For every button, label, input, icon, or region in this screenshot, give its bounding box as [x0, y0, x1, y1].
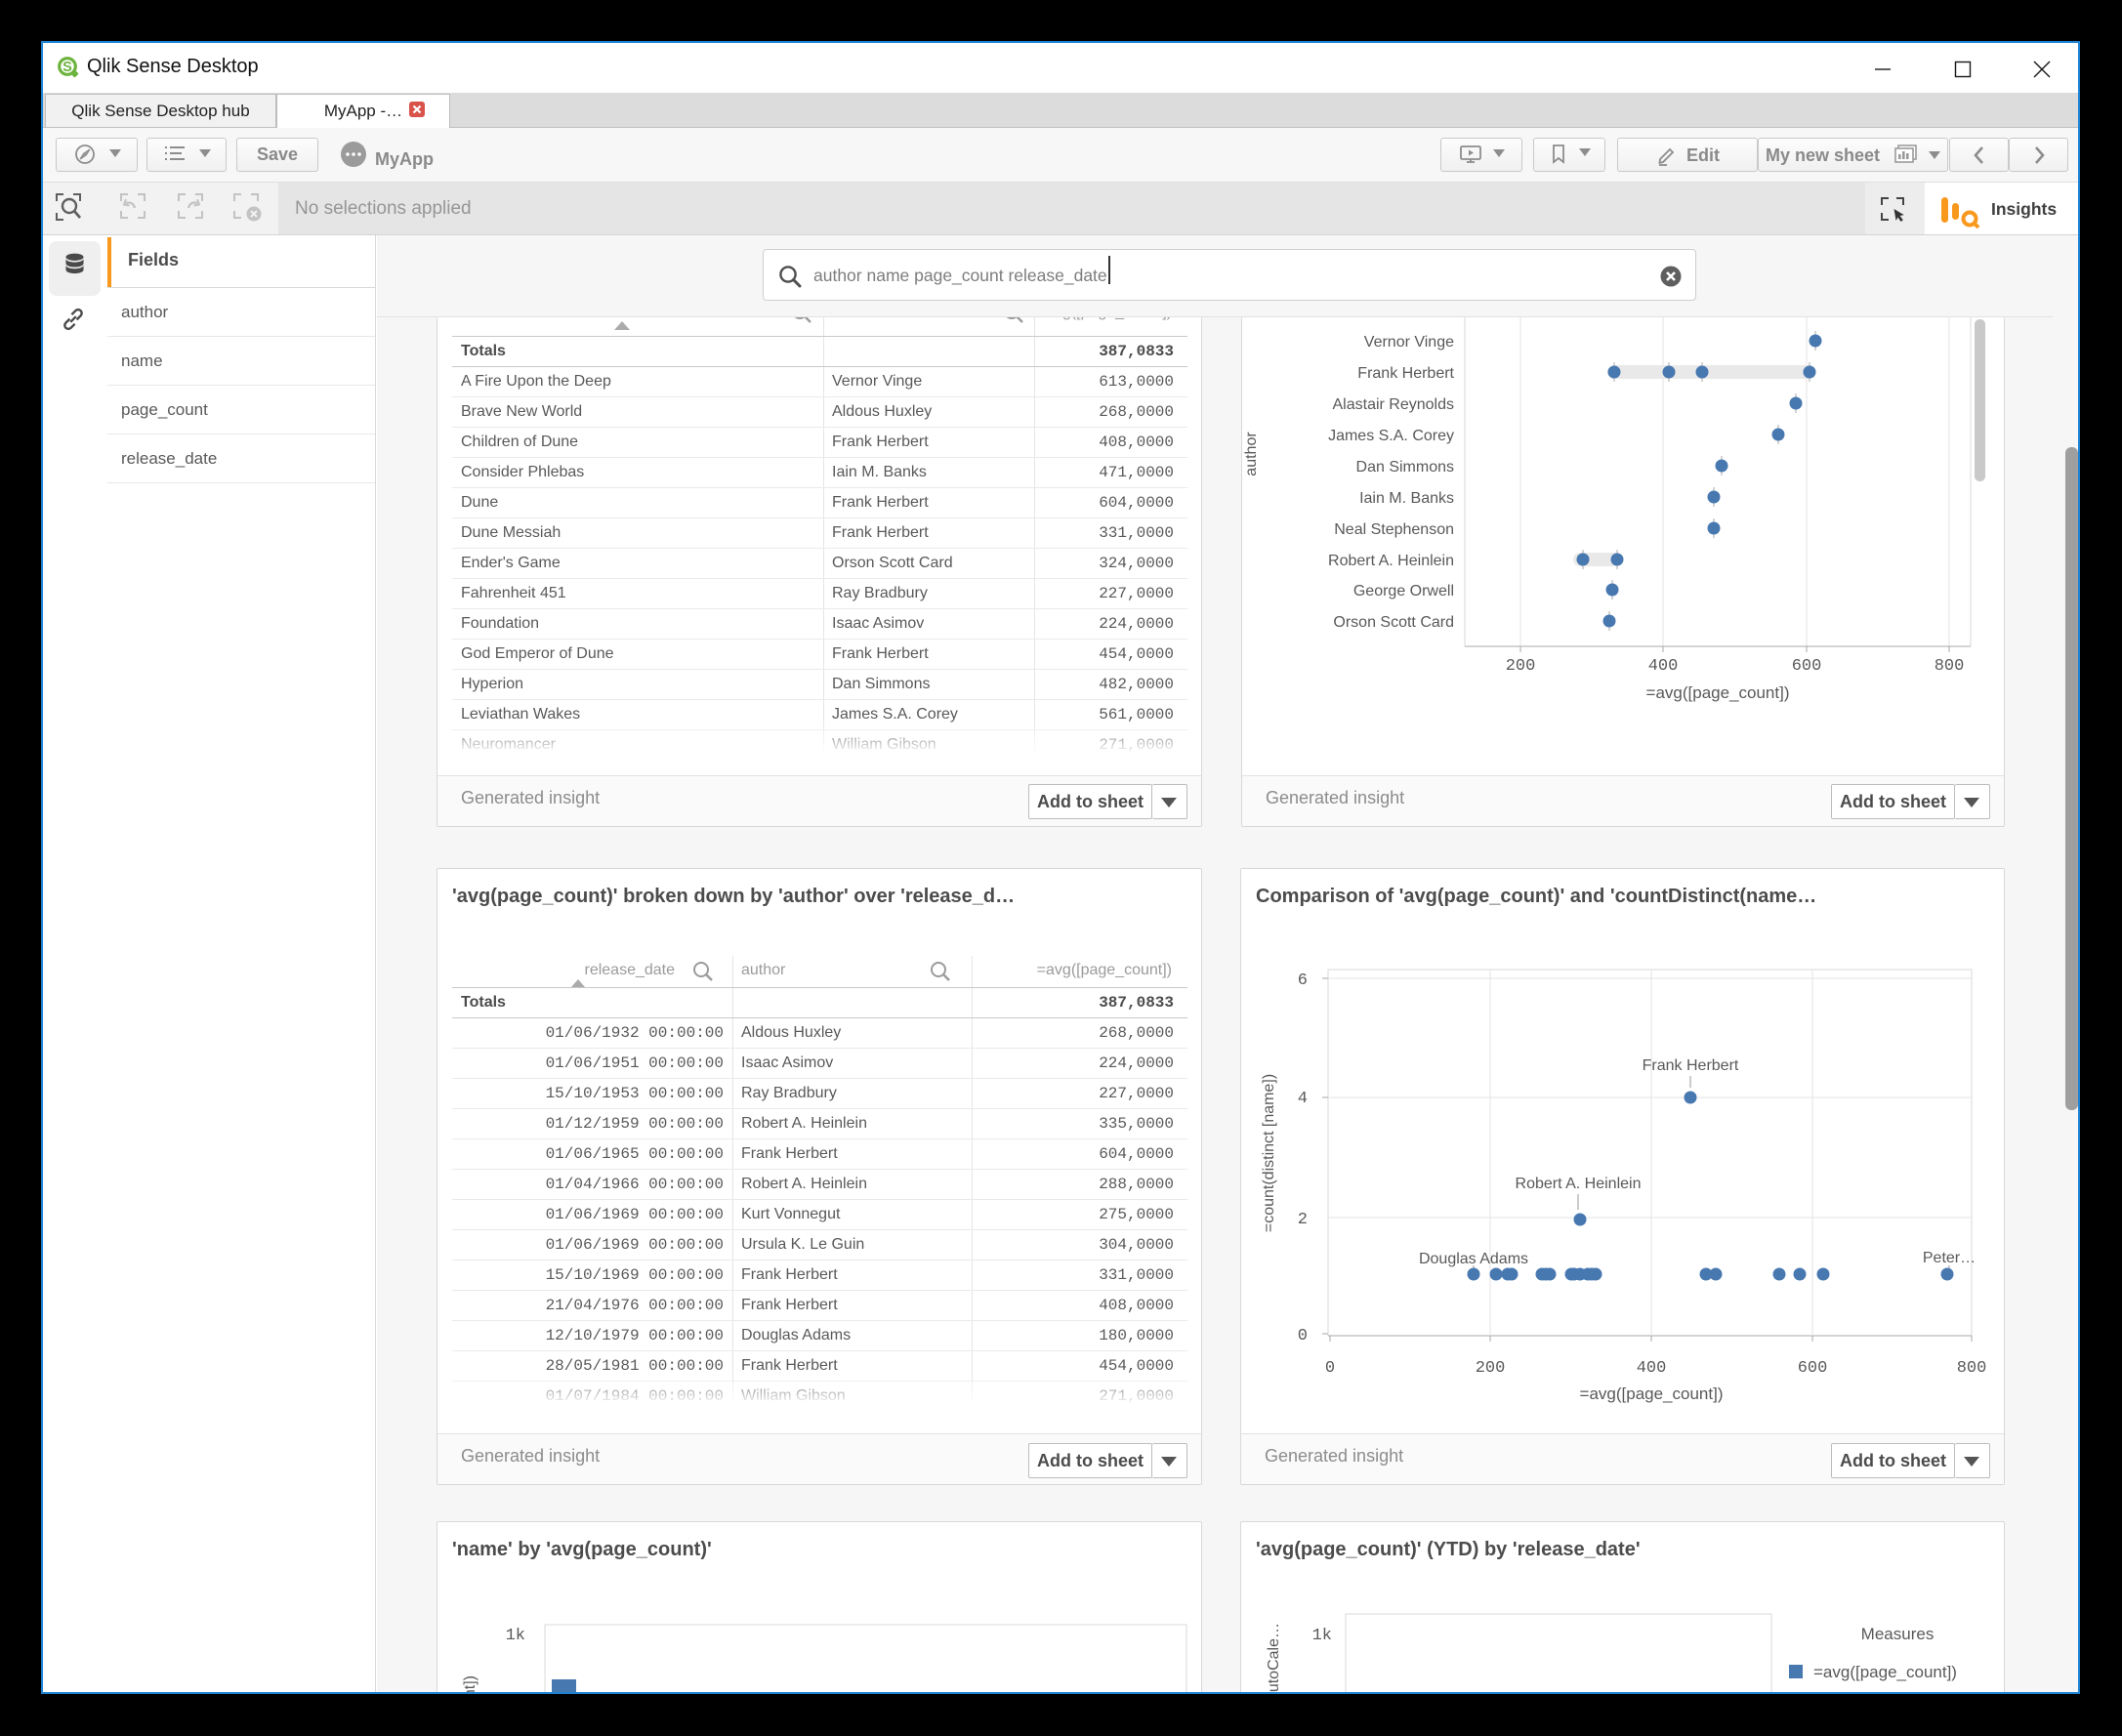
svg-text:600: 600: [1798, 1359, 1828, 1378]
svg-text:S: S: [62, 60, 72, 75]
svg-text:=count(distinct [name]): =count(distinct [name]): [1261, 1074, 1277, 1232]
svg-text:Frank Herbert: Frank Herbert: [1643, 1057, 1739, 1074]
svg-text:0: 0: [1325, 1359, 1335, 1378]
svg-text:Robert A. Heinlein: Robert A. Heinlein: [1328, 553, 1454, 569]
svg-text:Vernor Vinge: Vernor Vinge: [1364, 334, 1454, 351]
svg-text:Robert A. Heinlein: Robert A. Heinlein: [1516, 1176, 1642, 1192]
svg-text:Frank Herbert: Frank Herbert: [1357, 365, 1454, 382]
svg-text:600: 600: [1792, 657, 1822, 676]
svg-text:Peter…: Peter…: [1923, 1250, 1976, 1266]
svg-text:6: 6: [1298, 971, 1308, 990]
svg-text:Iain M. Banks: Iain M. Banks: [1359, 490, 1454, 507]
svg-text:Orson Scott Card: Orson Scott Card: [1333, 614, 1454, 631]
svg-text:2: 2: [1298, 1211, 1308, 1229]
svg-text:author: author: [1243, 432, 1260, 476]
svg-text:James S.A. Corey: James S.A. Corey: [1328, 428, 1454, 444]
svg-text:0: 0: [1298, 1327, 1308, 1345]
svg-text:=avg([page_count]): =avg([page_count]): [1580, 1385, 1724, 1403]
svg-text:4: 4: [1298, 1090, 1308, 1108]
svg-text:Douglas Adams: Douglas Adams: [1419, 1251, 1528, 1267]
svg-text:=avg([page_count]): =avg([page_count]): [1813, 1663, 1957, 1681]
svg-text:Neal Stephenson: Neal Stephenson: [1334, 521, 1454, 538]
svg-text:Measures: Measures: [1861, 1625, 1935, 1643]
svg-text:800: 800: [1957, 1359, 1987, 1378]
svg-text:1k: 1k: [1312, 1627, 1332, 1645]
svg-text:=avg([page_count]): =avg([page_count]): [1646, 683, 1790, 702]
svg-text:200: 200: [1506, 657, 1536, 676]
svg-text:Dan Simmons: Dan Simmons: [1356, 459, 1454, 475]
svg-text:400: 400: [1637, 1359, 1667, 1378]
svg-text:1k: 1k: [506, 1627, 525, 1645]
svg-text:800: 800: [1935, 657, 1965, 676]
svg-text:=avg([page_count]): =avg([page_count]): [462, 1675, 478, 1694]
svg-text:utoCale…: utoCale…: [1266, 1623, 1282, 1692]
svg-text:200: 200: [1476, 1359, 1506, 1378]
svg-text:George Orwell: George Orwell: [1353, 583, 1454, 599]
svg-text:Alastair Reynolds: Alastair Reynolds: [1333, 396, 1455, 413]
svg-text:400: 400: [1648, 657, 1679, 676]
